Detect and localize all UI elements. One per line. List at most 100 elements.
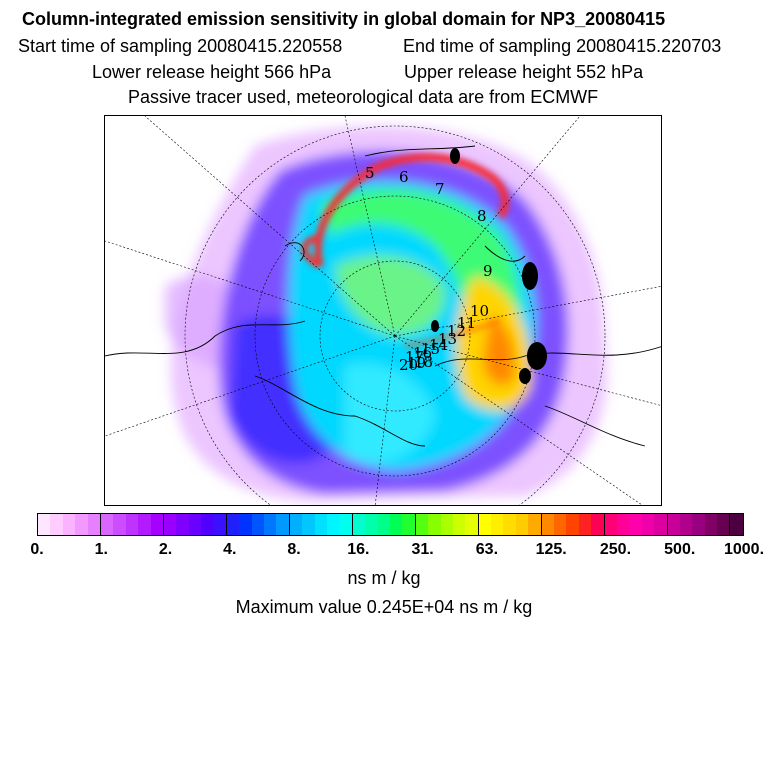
colorbar-tick-label: 8.: [287, 541, 301, 558]
map-panel: 5 6 7 8 9 10 11 12 13 14 15 16 17 18 19 …: [104, 115, 662, 506]
colorbar-swatch: [150, 514, 163, 535]
colorbar-swatch: [125, 514, 139, 535]
trajectory-label: 12: [447, 322, 466, 340]
colorbar-swatch: [264, 514, 277, 535]
colorbar-swatch: [428, 514, 441, 535]
colorbar-swatch: [566, 514, 579, 535]
coastlines: [105, 145, 661, 447]
trajectory-label: 20: [399, 356, 418, 374]
trajectory-label: 8: [477, 207, 487, 225]
colorbar-tick-label: 31.: [411, 541, 434, 558]
colorbar-swatch: [465, 514, 478, 535]
start-time-label: Start time of sampling 20080415.220558: [18, 36, 343, 56]
colorbar-swatch: [302, 514, 315, 535]
lower-release-label: Lower release height 566 hPa: [92, 62, 332, 82]
colorbar-swatch: [528, 514, 541, 535]
colorbar-tick-label: 1.: [94, 541, 108, 558]
tracer-note: Passive tracer used, meteorological data…: [128, 87, 599, 107]
trajectory-label: 5: [365, 164, 375, 182]
colorbar-tick-label: 250.: [599, 541, 632, 558]
colorbar-swatch: [717, 514, 730, 535]
trajectory-label: 13: [438, 330, 457, 348]
colorbar-swatch: [288, 514, 303, 535]
trajectory-label: 17: [405, 348, 424, 366]
colorbar-swatch: [75, 514, 88, 535]
colorbar-swatch: [162, 514, 177, 535]
colorbar-unit: ns m / kg: [347, 568, 421, 588]
colorbar-swatch: [402, 514, 415, 535]
colorbar-swatch: [491, 514, 504, 535]
colorbar-swatch: [138, 514, 151, 535]
colorbar-tick-label: 4.: [223, 541, 237, 558]
colorbar-swatch: [629, 514, 642, 535]
colorbar-swatch: [540, 514, 555, 535]
colorbar-swatch: [351, 514, 366, 535]
colorbar-tick-label: 16.: [347, 541, 370, 558]
colorbar-swatch: [515, 514, 529, 535]
sensitivity-field: [165, 126, 607, 501]
colorbar-swatch: [99, 514, 114, 535]
colorbar-swatch: [591, 514, 604, 535]
colorbar-swatch: [176, 514, 189, 535]
colorbar-swatch: [641, 514, 655, 535]
trajectory-label: 10: [470, 302, 489, 320]
colorbar-swatch: [225, 514, 240, 535]
trajectory-track: [301, 153, 510, 348]
colorbar: [37, 513, 744, 536]
colorbar-swatch: [554, 514, 567, 535]
graticule: [105, 116, 661, 505]
trajectory-label: 11: [457, 314, 476, 332]
colorbar-swatch: [377, 514, 390, 535]
colorbar-swatch: [729, 514, 743, 535]
landmass-detail: [431, 148, 547, 384]
colorbar-swatch: [314, 514, 327, 535]
colorbar-swatch: [87, 514, 100, 535]
colorbar-swatch: [251, 514, 265, 535]
end-time-label: End time of sampling 20080415.220703: [403, 36, 722, 56]
colorbar-swatch: [666, 514, 680, 535]
colorbar-swatch: [365, 514, 378, 535]
colorbar-tick-label: 63.: [475, 541, 499, 558]
colorbar-swatch: [452, 514, 466, 535]
trajectory-label: 14: [429, 336, 448, 354]
colorbar-swatch: [239, 514, 252, 535]
maximum-value-label: Maximum value 0.245E+04 ns m / kg: [235, 597, 533, 617]
colorbar-tick-label: 1000.: [723, 541, 765, 558]
colorbar-swatch: [477, 514, 492, 535]
colorbar-swatch: [503, 514, 516, 535]
colorbar-swatch: [603, 514, 617, 535]
colorbar-swatch: [276, 514, 289, 535]
colorbar-swatch: [578, 514, 592, 535]
sensitivity-map: 5 6 7 8 9 10 11 12 13 14 15 16 17 18 19 …: [105, 116, 661, 505]
colorbar-swatch: [440, 514, 453, 535]
colorbar-swatch: [414, 514, 429, 535]
colorbar-tick-label: 0.: [30, 541, 44, 558]
trajectory-labels: 5 6 7 8 9 10 11 12 13 14 15 16 17 18 19 …: [365, 164, 493, 374]
colorbar-tick-label: 125.: [535, 541, 567, 558]
colorbar-swatch: [389, 514, 403, 535]
figure-title: Column-integrated emission sensitivity i…: [22, 9, 666, 29]
colorbar-swatch: [616, 514, 630, 535]
colorbar-tick-label: 2.: [158, 541, 173, 558]
colorbar-swatch: [704, 514, 718, 535]
trajectory-label: 16: [413, 344, 432, 362]
colorbar-swatch: [692, 514, 705, 535]
trajectory-label: 9: [483, 262, 493, 280]
colorbar-swatch: [38, 514, 51, 535]
colorbar-swatch: [679, 514, 693, 535]
colorbar-swatch: [62, 514, 76, 535]
colorbar-swatch: [326, 514, 340, 535]
trajectory-label: 18: [414, 353, 433, 371]
colorbar-swatch: [50, 514, 63, 535]
colorbar-tick-label: 500.: [664, 541, 696, 558]
colorbar-swatch: [188, 514, 202, 535]
upper-release-label: Upper release height 552 hPa: [404, 62, 644, 82]
trajectory-label: 15: [421, 340, 440, 358]
colorbar-swatch: [213, 514, 226, 535]
colorbar-swatch: [113, 514, 126, 535]
trajectory-label: 19: [407, 354, 426, 372]
colorbar-swatch: [654, 514, 667, 535]
colorbar-swatch: [201, 514, 214, 535]
trajectory-label: 6: [399, 168, 409, 186]
trajectory-label: 7: [435, 180, 445, 198]
